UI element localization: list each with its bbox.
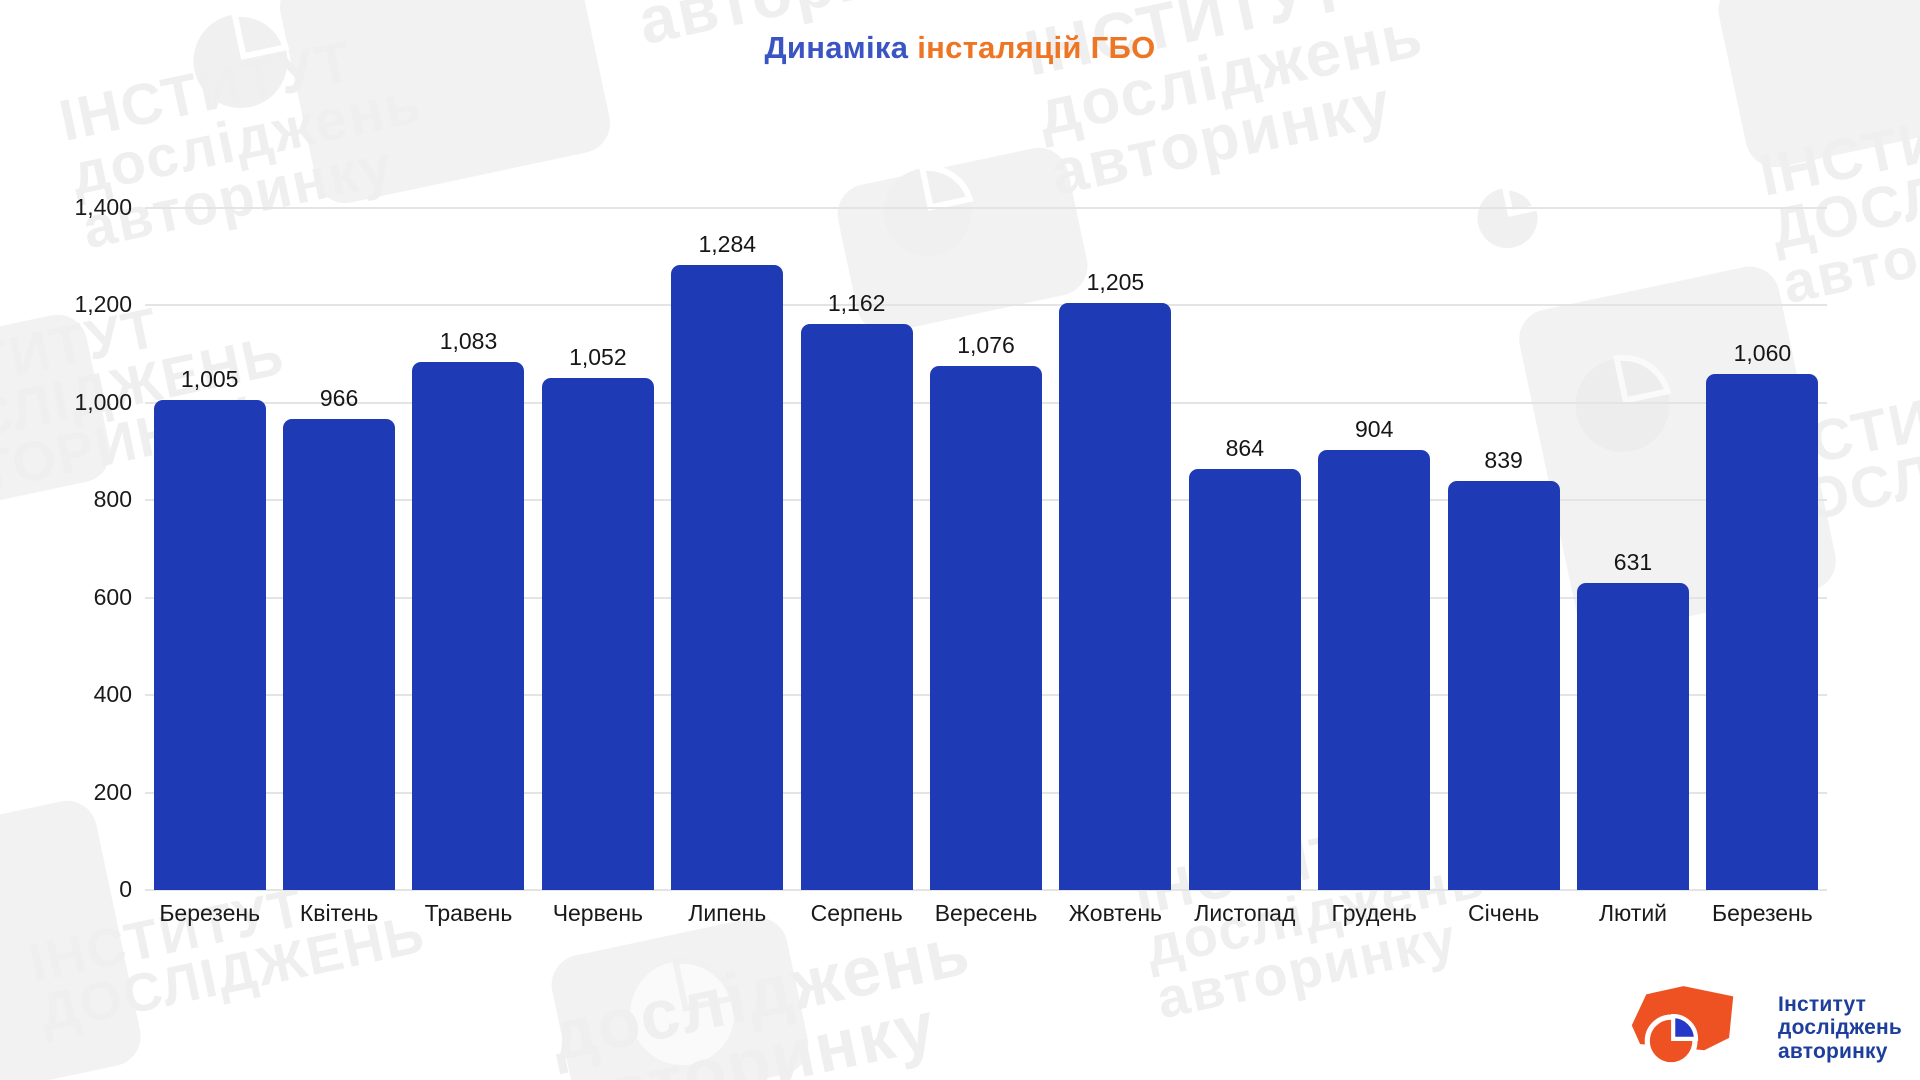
x-axis-label: Березень	[159, 900, 261, 926]
bar-group: 1,162	[792, 208, 921, 890]
bar	[1059, 303, 1172, 890]
bar-value-label: 1,076	[957, 331, 1015, 358]
bar-group: 904	[1310, 208, 1439, 890]
bar-value-label: 1,052	[569, 343, 627, 370]
x-axis-label: Квітень	[299, 900, 379, 926]
brand-logo-line-3: авторинку	[1778, 1039, 1888, 1063]
bar-value-label: 1,205	[1086, 269, 1145, 295]
watermark-clock-icon	[614, 944, 753, 1080]
x-axis-label: Березень	[1712, 900, 1813, 926]
bar	[541, 377, 654, 890]
x-axis-label: Грудень	[1331, 900, 1417, 926]
gridline	[145, 304, 1827, 307]
bar-group: 1,284	[663, 208, 792, 890]
x-axis-label: Жовтень	[1068, 900, 1163, 926]
bar-group: 1,083	[404, 208, 533, 890]
bar	[1318, 449, 1431, 890]
bar-value-label: 1,162	[827, 289, 886, 316]
bar-group: 966	[274, 208, 403, 890]
bar-value-label: 904	[1355, 415, 1394, 442]
y-axis-label: 800	[93, 486, 132, 513]
bar	[412, 362, 525, 890]
brand-logo: Інститут досліджень авторинку	[1628, 984, 1902, 1072]
x-axis-label: Лютий	[1598, 900, 1668, 926]
bar-value-label: 631	[1613, 548, 1653, 575]
x-axis-label: Серпень	[810, 900, 903, 926]
bar-group: 1,060	[1698, 208, 1827, 890]
bar-group: 631	[1568, 208, 1697, 890]
bar-value-label: 1,083	[439, 328, 498, 355]
bar-group: 1,005	[145, 208, 274, 890]
x-axis: Березень Квітень Травень Червень Липень Серпе…	[145, 900, 1827, 927]
bar-value-label: 864	[1225, 435, 1264, 462]
brand-logo-text: Інститут досліджень авторинку	[1778, 993, 1902, 1062]
x-axis-label: Листопад	[1194, 900, 1296, 926]
bar	[930, 365, 1043, 890]
x-axis-label: Червень	[552, 900, 644, 926]
y-axis-label: 1,000	[74, 388, 132, 415]
watermark-clock-icon	[1465, 175, 1551, 265]
bar-value-label: 1,005	[180, 366, 239, 393]
x-axis-label: Липень	[688, 900, 767, 926]
bar	[671, 264, 784, 890]
watermark-clock-icon	[1560, 342, 1687, 473]
bar	[800, 323, 913, 890]
y-axis-label: 400	[93, 681, 132, 708]
watermark-clock-icon	[178, 0, 305, 129]
bar-group: 839	[1439, 208, 1568, 890]
brand-logo-line-1: Інститут	[1778, 993, 1867, 1017]
y-axis-label: 1,200	[74, 291, 132, 318]
bar-series: 1,005 966 1,083 1,052 1,284 1,162 1,076 1,205 86…	[145, 208, 1827, 890]
gridline	[145, 889, 1827, 891]
bar-group: 1,052	[533, 208, 662, 890]
x-axis-label: Січень	[1468, 900, 1540, 926]
y-axis-label: 1,400	[74, 194, 132, 220]
bar	[153, 400, 266, 890]
chart-title-part-orange: інсталяцій ГБО	[917, 30, 1156, 65]
bar-value-label: 1,060	[1733, 339, 1792, 366]
bar-value-label: 966	[319, 385, 359, 412]
bar	[1188, 469, 1301, 890]
x-axis-label: Вересень	[934, 900, 1038, 926]
bar-group: 864	[1180, 208, 1309, 890]
bar	[283, 419, 396, 890]
brand-logo-mark	[1631, 986, 1734, 1068]
y-axis-label: 600	[93, 583, 132, 610]
chart-title-part-blue: Динаміка	[764, 30, 909, 65]
bar	[1447, 481, 1560, 890]
y-axis-label: 0	[119, 876, 132, 902]
bar-value-label: 1,284	[698, 230, 757, 257]
watermark-clock-icon	[868, 153, 988, 276]
y-axis-label: 200	[93, 778, 132, 805]
bar-group: 1,205	[1051, 208, 1180, 890]
bar-value-label: 839	[1484, 447, 1523, 474]
bar	[1706, 373, 1819, 890]
brand-logo-line-2: досліджень	[1778, 1016, 1902, 1040]
x-axis-label: Травень	[424, 900, 513, 926]
bar-group: 1,076	[921, 208, 1050, 890]
bar	[1576, 582, 1689, 890]
gridline	[145, 207, 1827, 209]
chart-title: Динаміка інсталяцій ГБО	[0, 30, 1920, 66]
